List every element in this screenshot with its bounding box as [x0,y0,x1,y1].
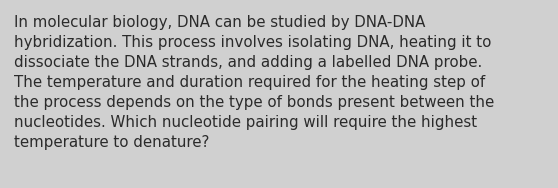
Text: In molecular biology, DNA can be studied by DNA-DNA
hybridization. This process : In molecular biology, DNA can be studied… [14,15,494,150]
